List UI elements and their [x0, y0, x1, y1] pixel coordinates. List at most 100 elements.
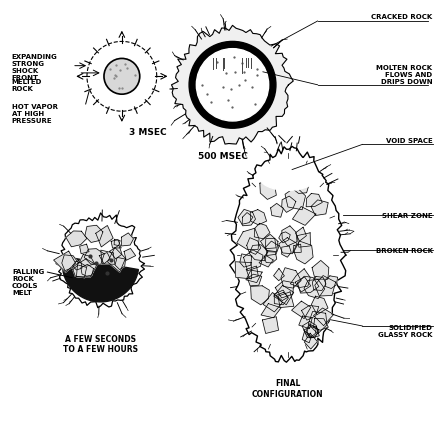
- Polygon shape: [244, 250, 263, 271]
- Polygon shape: [295, 227, 306, 242]
- Polygon shape: [274, 291, 289, 305]
- Polygon shape: [79, 255, 95, 267]
- Polygon shape: [306, 194, 322, 207]
- Polygon shape: [247, 274, 262, 286]
- Polygon shape: [314, 319, 328, 331]
- Circle shape: [196, 49, 269, 122]
- Polygon shape: [282, 197, 296, 213]
- Polygon shape: [246, 266, 258, 279]
- Polygon shape: [250, 210, 267, 225]
- Polygon shape: [274, 269, 284, 281]
- Polygon shape: [96, 226, 113, 248]
- Ellipse shape: [258, 162, 317, 191]
- Polygon shape: [304, 327, 319, 338]
- Polygon shape: [81, 265, 94, 276]
- Polygon shape: [249, 245, 268, 261]
- Polygon shape: [259, 256, 273, 268]
- Polygon shape: [242, 213, 253, 225]
- Polygon shape: [297, 276, 319, 294]
- Polygon shape: [311, 296, 328, 315]
- Polygon shape: [235, 262, 251, 279]
- Polygon shape: [246, 271, 262, 283]
- Polygon shape: [312, 261, 329, 279]
- Polygon shape: [56, 213, 145, 308]
- Polygon shape: [263, 317, 279, 334]
- Polygon shape: [172, 26, 293, 145]
- Polygon shape: [279, 232, 290, 243]
- Polygon shape: [293, 207, 316, 226]
- Polygon shape: [302, 331, 311, 343]
- Polygon shape: [73, 265, 86, 278]
- Text: HOT VAPOR
AT HIGH
PRESSURE: HOT VAPOR AT HIGH PRESSURE: [12, 104, 58, 124]
- Polygon shape: [62, 255, 78, 271]
- Polygon shape: [291, 181, 309, 194]
- Polygon shape: [271, 204, 284, 218]
- Polygon shape: [304, 334, 318, 349]
- Polygon shape: [266, 239, 276, 249]
- Text: BROKEN ROCK: BROKEN ROCK: [375, 247, 433, 253]
- Polygon shape: [230, 147, 346, 363]
- Polygon shape: [66, 231, 87, 247]
- Polygon shape: [314, 308, 334, 326]
- Circle shape: [104, 59, 140, 95]
- Polygon shape: [315, 276, 336, 296]
- Polygon shape: [297, 233, 310, 248]
- Polygon shape: [247, 238, 261, 255]
- Polygon shape: [308, 312, 327, 334]
- Polygon shape: [254, 224, 270, 239]
- Text: CRACKED ROCK: CRACKED ROCK: [371, 14, 433, 20]
- Polygon shape: [63, 257, 138, 302]
- Polygon shape: [302, 322, 319, 338]
- Polygon shape: [292, 302, 311, 319]
- Polygon shape: [312, 277, 326, 291]
- Text: EXPANDING
STRONG
SHOCK
FRONT: EXPANDING STRONG SHOCK FRONT: [12, 54, 57, 81]
- Polygon shape: [274, 286, 294, 305]
- Polygon shape: [261, 304, 281, 318]
- Polygon shape: [101, 250, 115, 265]
- Polygon shape: [307, 326, 316, 337]
- Polygon shape: [275, 281, 294, 298]
- Polygon shape: [311, 200, 328, 216]
- Polygon shape: [260, 180, 276, 200]
- Polygon shape: [264, 252, 277, 263]
- Polygon shape: [285, 187, 306, 210]
- Text: A FEW SECONDS
TO A FEW HOURS: A FEW SECONDS TO A FEW HOURS: [63, 334, 138, 354]
- Polygon shape: [282, 226, 297, 246]
- Text: FALLING
ROCK
COOLS
MELT: FALLING ROCK COOLS MELT: [12, 268, 44, 295]
- Polygon shape: [84, 249, 104, 265]
- Polygon shape: [282, 246, 291, 258]
- Text: MELTED
ROCK: MELTED ROCK: [12, 78, 42, 91]
- Polygon shape: [263, 293, 282, 312]
- Polygon shape: [281, 268, 301, 288]
- Polygon shape: [306, 324, 319, 338]
- Polygon shape: [110, 246, 122, 259]
- Polygon shape: [237, 229, 259, 250]
- Polygon shape: [250, 286, 269, 305]
- Polygon shape: [80, 245, 89, 254]
- Polygon shape: [73, 262, 82, 271]
- Polygon shape: [294, 242, 313, 264]
- Text: MOLTEN ROCK
FLOWS AND
DRIPS DOWN: MOLTEN ROCK FLOWS AND DRIPS DOWN: [376, 65, 433, 85]
- Polygon shape: [240, 254, 252, 268]
- Polygon shape: [99, 253, 110, 264]
- Circle shape: [189, 42, 276, 129]
- Polygon shape: [77, 259, 97, 277]
- Polygon shape: [54, 251, 76, 273]
- Polygon shape: [260, 235, 278, 252]
- Polygon shape: [108, 248, 125, 272]
- Polygon shape: [325, 276, 338, 289]
- Text: 500 MSEC: 500 MSEC: [198, 151, 248, 161]
- Text: SHEAR ZONE: SHEAR ZONE: [382, 213, 433, 219]
- Text: VOID SPACE: VOID SPACE: [386, 138, 433, 144]
- Polygon shape: [279, 238, 297, 254]
- Polygon shape: [238, 210, 255, 226]
- Polygon shape: [290, 269, 310, 288]
- Text: FINAL
CONFIGURATION: FINAL CONFIGURATION: [252, 379, 323, 398]
- Polygon shape: [293, 245, 301, 253]
- Polygon shape: [295, 277, 311, 292]
- Polygon shape: [266, 242, 279, 256]
- Polygon shape: [124, 249, 136, 261]
- Polygon shape: [115, 258, 125, 270]
- Text: SOLIDIFIED
GLASSY ROCK: SOLIDIFIED GLASSY ROCK: [378, 324, 433, 337]
- Polygon shape: [85, 226, 103, 243]
